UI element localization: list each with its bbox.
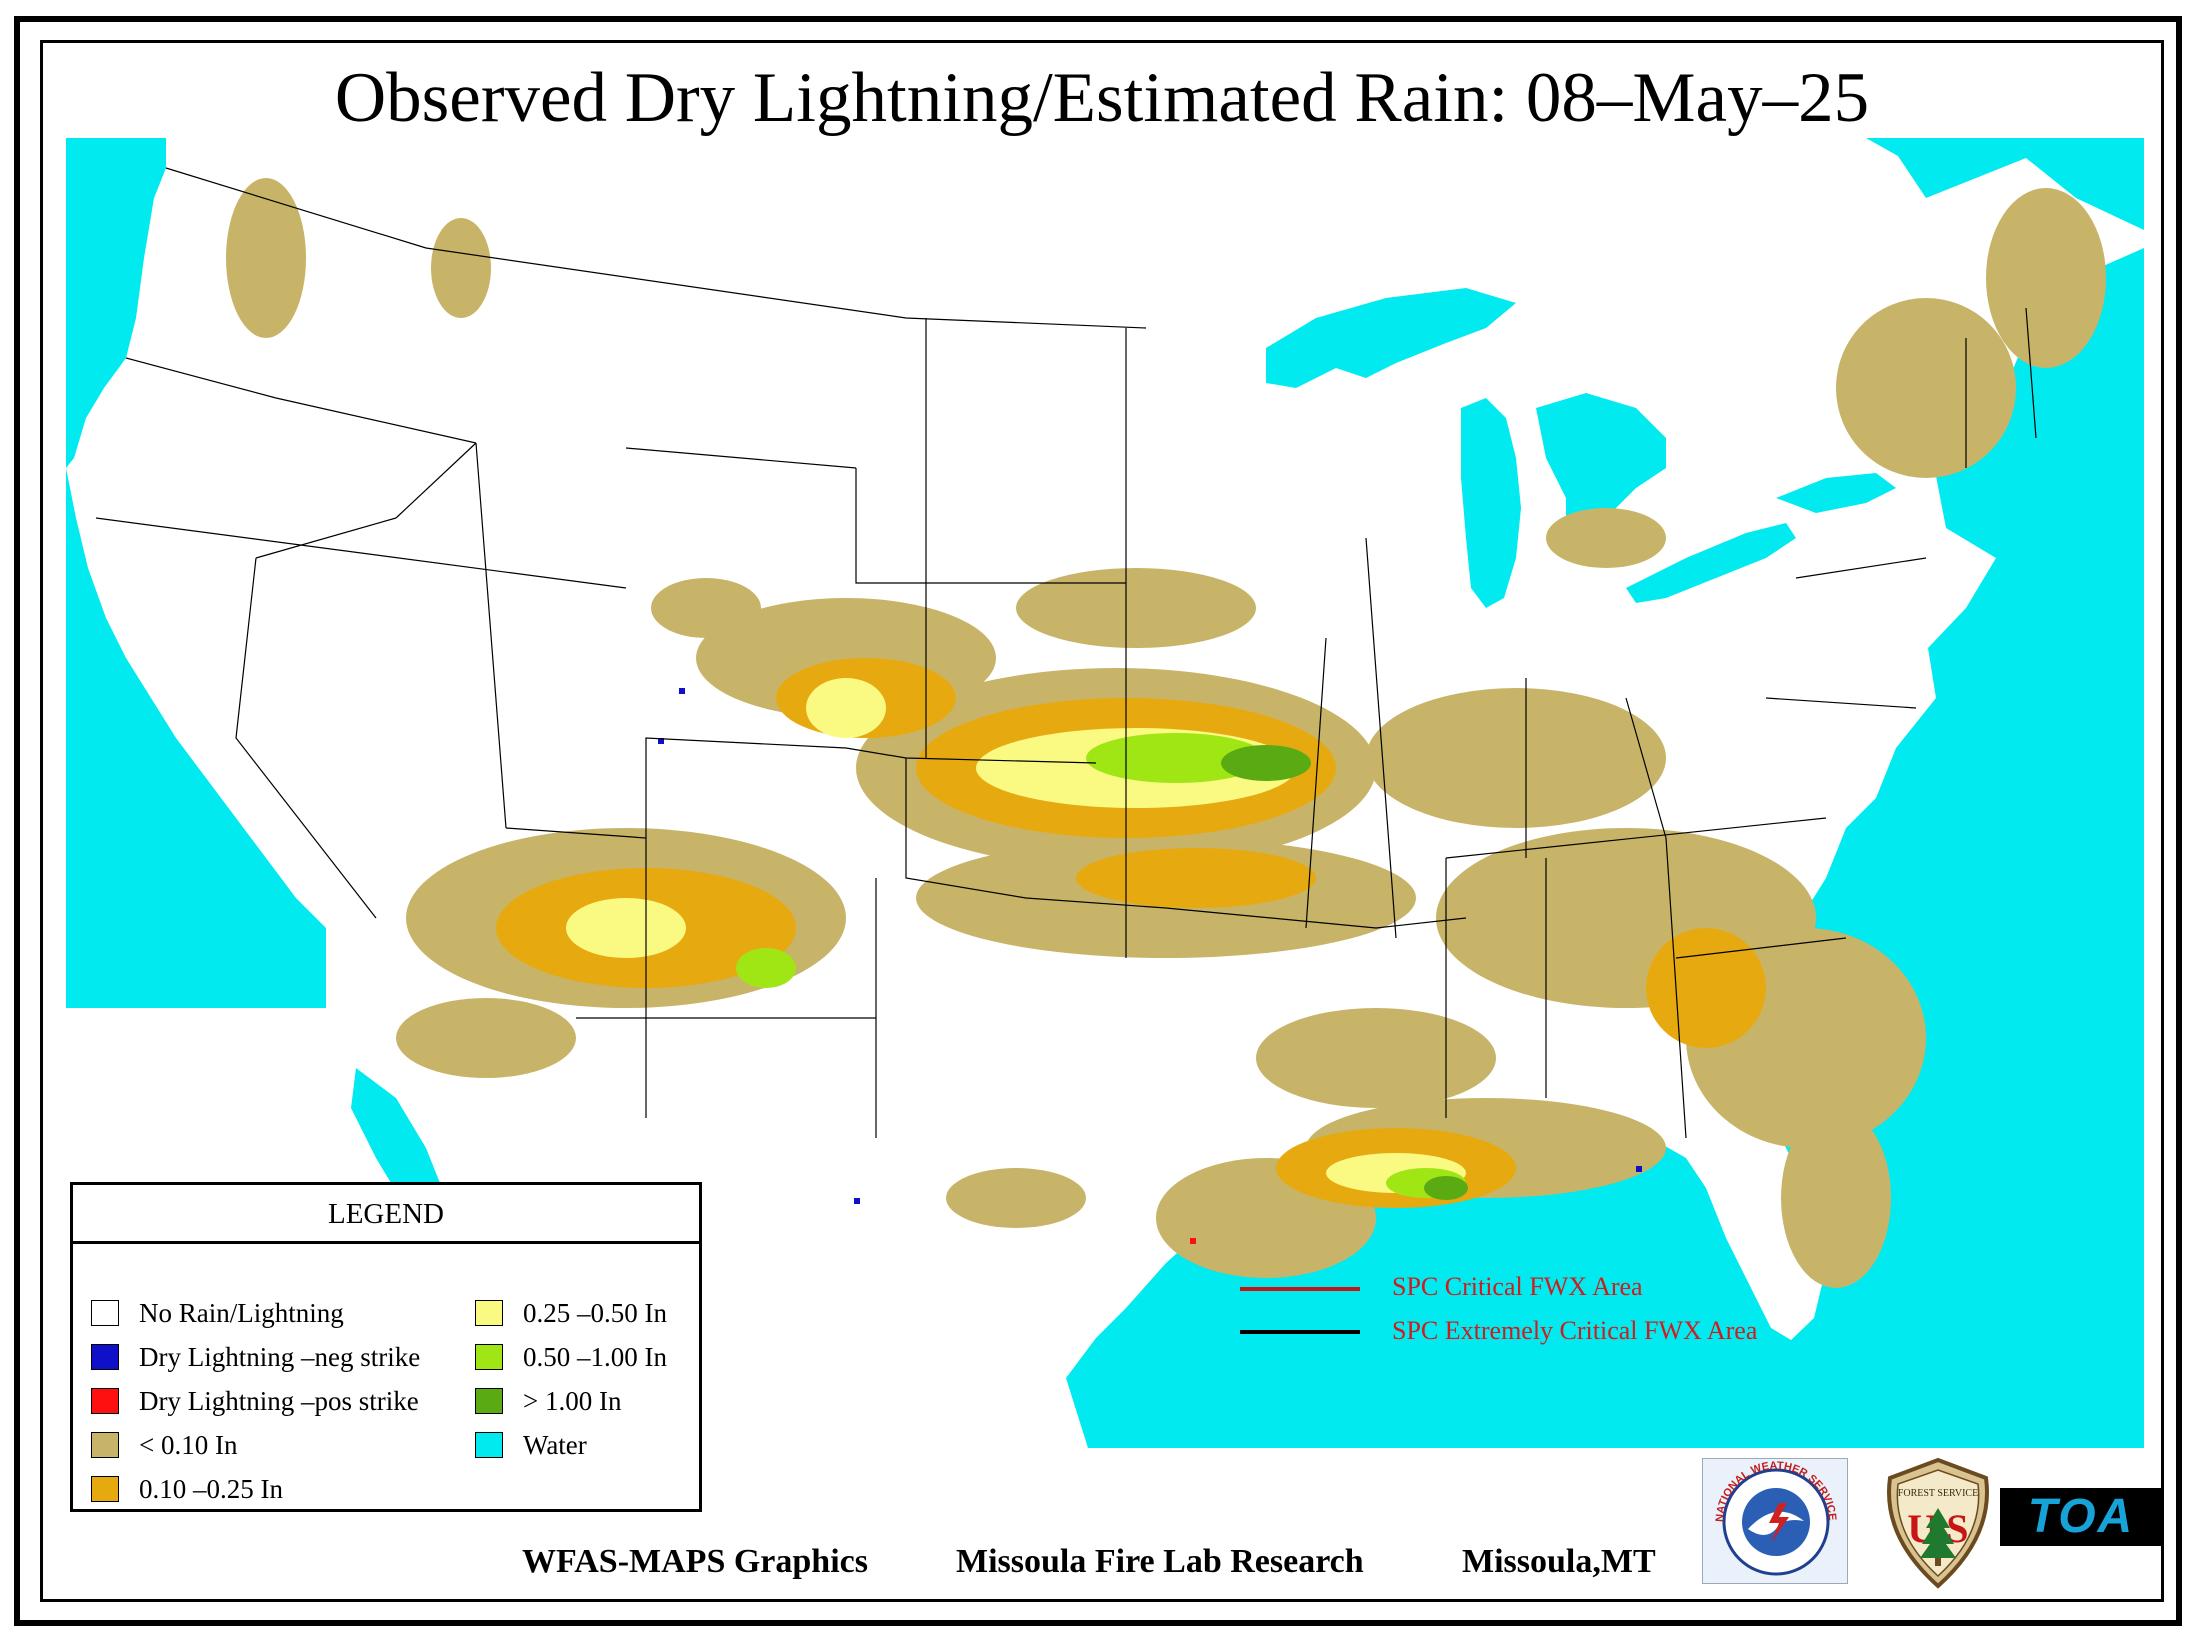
rain-050-100 — [736, 733, 1466, 1198]
rain-patch — [1221, 745, 1311, 781]
state-borders — [95, 167, 2037, 1139]
legend-item-water: Water — [475, 1423, 667, 1467]
footer-right: Missoula,MT — [1462, 1543, 1656, 1580]
rain-patch — [431, 218, 491, 318]
legend-swatch — [475, 1344, 503, 1370]
lightning-neg-strike — [658, 738, 664, 744]
lightning-neg-strike — [679, 688, 685, 694]
rain-patch — [1256, 1008, 1496, 1108]
legend-swatch — [475, 1388, 503, 1414]
rain-patch — [946, 1168, 1086, 1228]
legend-item-neg-strike: Dry Lightning –neg strike — [91, 1335, 420, 1379]
legend-label: < 0.10 In — [139, 1429, 238, 1460]
rain-patch — [396, 998, 576, 1078]
footer-middle: Missoula Fire Lab Research — [956, 1543, 1364, 1580]
inner-frame — [40, 40, 2164, 1602]
fwx-extreme-label: SPC Extremely Critical FWX Area — [1392, 1316, 1758, 1345]
pacific-ocean-south — [66, 468, 326, 1008]
rain-patch — [226, 178, 306, 338]
rain-patch — [1366, 688, 1666, 828]
fwx-critical-label: SPC Critical FWX Area — [1392, 1272, 1643, 1301]
rain-patch — [1986, 188, 2106, 368]
rain-patch — [806, 678, 886, 738]
legend-item-pos-strike: Dry Lightning –pos strike — [91, 1379, 420, 1423]
legend-label: 0.25 –0.50 In — [523, 1297, 667, 1328]
legend-label: No Rain/Lightning — [139, 1297, 344, 1328]
rain-patch — [1781, 1108, 1891, 1288]
legend-label: Dry Lightning –pos strike — [139, 1385, 419, 1416]
lake-ontario — [1776, 473, 1896, 513]
lake-huron — [1536, 393, 1666, 548]
usfs-logo: FOREST SERVICE U S — [1876, 1456, 2000, 1590]
usfs-shield-icon: FOREST SERVICE U S — [1887, 1457, 1989, 1589]
legend-item-050-100: 0.50 –1.00 In — [475, 1335, 667, 1379]
lake-superior — [1266, 288, 1516, 388]
rain-patch — [1086, 733, 1266, 783]
lake-michigan — [1461, 398, 1521, 608]
legend-swatch — [475, 1300, 503, 1326]
legend-swatch — [91, 1476, 119, 1502]
nws-logo: NATIONAL WEATHER SERVICE — [1702, 1458, 1848, 1584]
pacific-ocean — [66, 138, 166, 468]
rain-patch — [566, 898, 686, 958]
legend-column-left: No Rain/Lightning Dry Lightning –neg str… — [91, 1291, 420, 1511]
usfs-top-text: FOREST SERVICE — [1898, 1488, 1978, 1499]
nws-logo-icon: NATIONAL WEATHER SERVICE — [1714, 1460, 1838, 1576]
rain-patch — [1016, 568, 1256, 648]
legend-swatch — [475, 1432, 503, 1458]
rain-patch — [1836, 298, 2016, 478]
legend-item-lt010: < 0.10 In — [91, 1423, 420, 1467]
map-title: Observed Dry Lightning/Estimated Rain: 0… — [334, 59, 1870, 137]
legend: LEGEND No Rain/Lightning Dry Lightning –… — [70, 1182, 702, 1512]
toa-logo-text: TOA — [2027, 1490, 2135, 1543]
footer-left: WFAS-MAPS Graphics — [522, 1543, 868, 1580]
fwx-critical-line — [1240, 1287, 1360, 1291]
lake-erie — [1626, 523, 1796, 603]
lightning-pos-strike — [1190, 1238, 1196, 1244]
legend-item-gt100: > 1.00 In — [475, 1379, 667, 1423]
outer-frame — [14, 16, 2182, 1626]
lightning-neg-strike — [854, 1198, 860, 1204]
legend-swatch — [91, 1432, 119, 1458]
rain-patch — [736, 948, 796, 988]
rain-patch — [1546, 508, 1666, 568]
rain-patch — [1646, 928, 1766, 1048]
legend-swatch — [91, 1388, 119, 1414]
lightning-neg-strike — [1636, 1166, 1642, 1172]
legend-swatch — [91, 1344, 119, 1370]
legend-item-025-050: 0.25 –0.50 In — [475, 1291, 667, 1335]
legend-column-right: 0.25 –0.50 In 0.50 –1.00 In > 1.00 In Wa… — [475, 1291, 667, 1467]
legend-swatch — [91, 1300, 119, 1326]
precipitation-map — [66, 138, 2144, 1448]
legend-label: Water — [523, 1429, 587, 1460]
legend-item-010-025: 0.10 –0.25 In — [91, 1467, 420, 1511]
rain-gt100 — [1221, 745, 1468, 1200]
legend-label: Dry Lightning –neg strike — [139, 1341, 421, 1372]
rain-patch — [1424, 1176, 1468, 1200]
legend-title: LEGEND — [73, 1185, 699, 1244]
legend-item-no-rain: No Rain/Lightning — [91, 1291, 420, 1335]
rain-patch — [1076, 848, 1316, 908]
toa-logo: TOA — [2000, 1488, 2162, 1546]
fwx-extreme-line — [1240, 1330, 1360, 1334]
legend-label: 0.10 –0.25 In — [139, 1473, 283, 1504]
legend-label: 0.50 –1.00 In — [523, 1341, 667, 1372]
legend-label: > 1.00 In — [523, 1385, 622, 1416]
